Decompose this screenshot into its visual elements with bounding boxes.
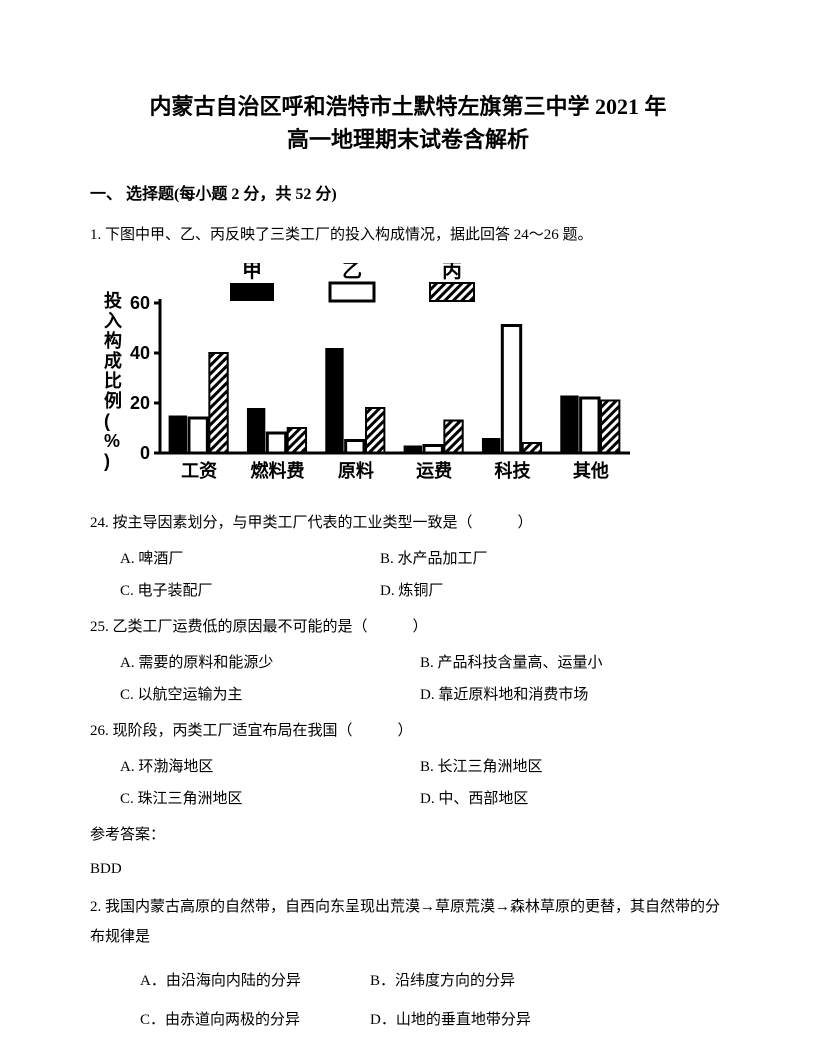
svg-text:燃料费: 燃料费 xyxy=(251,460,305,481)
q1-chart: 0 20 40 60 投入构成比例(%) 工资 燃料费 原料 运费 科技 其他 甲 乙 丙 xyxy=(90,263,726,498)
q1-sub26-row1: A. 环渤海地区 B. 长江三角洲地区 xyxy=(120,752,726,782)
svg-text:0: 0 xyxy=(140,443,150,463)
q1-sub24-row1: A. 啤酒厂 B. 水产品加工厂 xyxy=(120,544,726,574)
svg-text:20: 20 xyxy=(130,393,150,413)
svg-text:其他: 其他 xyxy=(573,460,609,481)
svg-text:工资: 工资 xyxy=(181,460,217,481)
q1-sub26-a: A. 环渤海地区 xyxy=(120,752,420,782)
q1-sub26: 26. 现阶段，丙类工厂适宜布局在我国（ ） xyxy=(90,716,726,746)
svg-text:60: 60 xyxy=(130,293,150,313)
q2-c: C．由赤道向两极的分异 xyxy=(140,1001,370,1040)
svg-text:40: 40 xyxy=(130,343,150,363)
q1-sub25-b: B. 产品科技含量高、运量小 xyxy=(420,648,603,678)
q1-sub24-b: B. 水产品加工厂 xyxy=(380,544,488,574)
svg-text:): ) xyxy=(104,451,110,471)
page-title: 内蒙古自治区呼和浩特市土默特左旗第三中学 2021 年高一地理期末试卷含解析 xyxy=(90,90,726,156)
q1-sub25-c: C. 以航空运输为主 xyxy=(120,680,420,710)
q2-stem: 2. 我国内蒙古高原的自然带，自西向东呈现出荒漠→草原荒漠→森林草原的更替，其自… xyxy=(90,892,726,952)
svg-text:丙: 丙 xyxy=(442,263,462,282)
svg-text:(: ( xyxy=(104,411,110,431)
q1-sub25: 25. 乙类工厂运费低的原因最不可能的是（ ） xyxy=(90,612,726,642)
q1-sub24-a: A. 啤酒厂 xyxy=(120,544,380,574)
svg-text:%: % xyxy=(104,431,120,451)
q1-sub25-d: D. 靠近原料地和消费市场 xyxy=(420,680,588,710)
q2-options: A．由沿海向内陆的分异 B．沿纬度方向的分异 C．由赤道向两极的分异 D．山地的… xyxy=(140,962,726,1040)
svg-text:运费: 运费 xyxy=(416,461,452,481)
answer-value: BDD xyxy=(90,854,726,884)
q1-stem: 1. 下图中甲、乙、丙反映了三类工厂的投入构成情况，据此回答 24～26 题。 xyxy=(90,222,726,249)
q1-sub24-c: C. 电子装配厂 xyxy=(120,576,380,606)
q2-d: D．山地的垂直地带分异 xyxy=(370,1001,600,1040)
q1-sub24-row2: C. 电子装配厂 D. 炼铜厂 xyxy=(120,576,726,606)
q1-sub26-row2: C. 珠江三角洲地区 D. 中、西部地区 xyxy=(120,784,726,814)
q1-sub26-b: B. 长江三角洲地区 xyxy=(420,752,543,782)
q2-b: B．沿纬度方向的分异 xyxy=(370,962,600,1001)
svg-text:成: 成 xyxy=(104,350,122,371)
svg-text:科技: 科技 xyxy=(495,460,532,481)
q1-sub25-a: A. 需要的原料和能源少 xyxy=(120,648,420,678)
svg-text:比: 比 xyxy=(104,371,122,391)
q1-sub26-c: C. 珠江三角洲地区 xyxy=(120,784,420,814)
q1-sub25-row1: A. 需要的原料和能源少 B. 产品科技含量高、运量小 xyxy=(120,648,726,678)
q1-sub25-row2: C. 以航空运输为主 D. 靠近原料地和消费市场 xyxy=(120,680,726,710)
svg-text:甲: 甲 xyxy=(242,263,262,282)
svg-text:例: 例 xyxy=(104,390,122,411)
svg-text:原料: 原料 xyxy=(338,460,374,481)
q1-sub24: 24. 按主导因素划分，与甲类工厂代表的工业类型一致是（ ） xyxy=(90,508,726,538)
svg-text:乙: 乙 xyxy=(342,263,362,282)
svg-text:构: 构 xyxy=(104,330,122,351)
q2-a: A．由沿海向内陆的分异 xyxy=(140,962,370,1001)
svg-text:入: 入 xyxy=(104,311,122,331)
q1-sub26-d: D. 中、西部地区 xyxy=(420,784,528,814)
q1-sub24-d: D. 炼铜厂 xyxy=(380,576,443,606)
answer-label: 参考答案： xyxy=(90,820,726,850)
section-heading: 一、 选择题(每小题 2 分，共 52 分) xyxy=(90,180,726,204)
svg-text:投: 投 xyxy=(104,290,122,311)
